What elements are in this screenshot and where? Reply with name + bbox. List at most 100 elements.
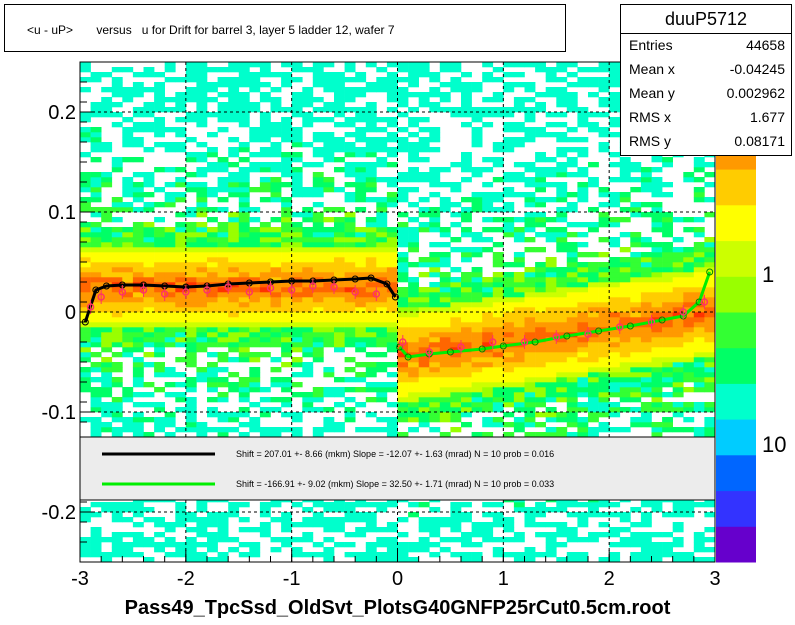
heatmap-cell — [619, 247, 631, 253]
heatmap-cell — [397, 402, 409, 408]
heatmap-cell — [249, 267, 261, 273]
heatmap-cell — [312, 552, 324, 558]
heatmap-cell — [556, 347, 568, 353]
heatmap-cell — [503, 392, 515, 398]
heatmap-cell — [556, 92, 568, 98]
heatmap-cell — [238, 432, 250, 438]
heatmap-cell — [535, 127, 546, 133]
heatmap-cell — [683, 317, 695, 323]
heatmap-cell — [238, 312, 250, 318]
heatmap-cell — [164, 262, 176, 268]
heatmap-cell — [609, 97, 621, 103]
heatmap-cell — [154, 262, 165, 268]
heatmap-cell — [651, 292, 663, 298]
heatmap-cell — [429, 242, 441, 248]
heatmap-cell — [281, 352, 292, 358]
heatmap-cell — [90, 232, 102, 238]
heatmap-cell — [143, 227, 155, 233]
heatmap-cell — [408, 147, 419, 153]
heatmap-cell — [228, 302, 240, 308]
heatmap-cell — [535, 217, 546, 223]
heatmap-cell — [355, 512, 367, 518]
heatmap-cell — [397, 292, 409, 298]
heatmap-cell — [598, 187, 610, 193]
heatmap-cell — [471, 237, 483, 243]
heatmap-cell — [175, 257, 187, 263]
heatmap-cell — [513, 172, 525, 178]
heatmap-cell — [249, 277, 261, 283]
heatmap-cell — [132, 242, 144, 248]
heatmap-cell — [323, 427, 335, 433]
heatmap-cell — [693, 187, 705, 193]
heatmap-cell — [111, 342, 123, 348]
heatmap-cell — [556, 187, 568, 193]
heatmap-cell — [630, 392, 642, 398]
heatmap-cell — [291, 187, 303, 193]
heatmap-cell — [693, 167, 705, 173]
heatmap-cell — [471, 82, 483, 88]
heatmap-cell — [588, 332, 599, 338]
heatmap-cell — [132, 292, 144, 298]
heatmap-cell — [196, 87, 208, 93]
heatmap-cell — [154, 92, 165, 98]
profile-point — [520, 338, 529, 346]
heatmap-cell — [630, 557, 642, 563]
heatmap-cell — [386, 77, 398, 83]
heatmap-cell — [228, 92, 240, 98]
heatmap-cell — [397, 62, 409, 68]
heatmap-cell — [80, 312, 91, 318]
heatmap-cell — [302, 282, 314, 288]
heatmap-cell — [386, 547, 398, 553]
heatmap-cell — [471, 172, 483, 178]
heatmap-cell — [408, 67, 419, 73]
heatmap-cell — [524, 347, 536, 353]
heatmap-cell — [492, 297, 504, 303]
heatmap-cell — [228, 347, 240, 353]
heatmap-cell — [90, 417, 102, 423]
heatmap-cell — [291, 127, 303, 133]
heatmap-cell — [90, 257, 102, 263]
heatmap-cell — [259, 82, 271, 88]
heatmap-cell — [683, 332, 695, 338]
heatmap-cell — [355, 162, 367, 168]
heatmap-cell — [355, 182, 367, 188]
heatmap-cell — [418, 417, 430, 423]
heatmap-cell — [312, 292, 324, 298]
heatmap-cell — [228, 192, 240, 198]
heatmap-cell — [683, 247, 695, 253]
heatmap-cell — [640, 327, 652, 333]
heatmap-cell — [365, 87, 377, 93]
heatmap-cell — [291, 417, 303, 423]
heatmap-cell — [439, 277, 451, 283]
heatmap-cell — [482, 387, 494, 393]
heatmap-cell — [228, 252, 240, 258]
heatmap-cell — [281, 137, 292, 143]
heatmap-cell — [101, 112, 113, 118]
heatmap-cell — [365, 147, 377, 153]
heatmap-cell — [302, 67, 314, 73]
heatmap-cell — [704, 402, 716, 408]
heatmap-cell — [386, 177, 398, 183]
heatmap-cell — [482, 207, 494, 213]
heatmap-cell — [418, 272, 430, 278]
heatmap-cell — [693, 227, 705, 233]
heatmap-cell — [492, 162, 504, 168]
heatmap-cell — [249, 387, 261, 393]
heatmap-cell — [334, 187, 345, 193]
heatmap-cell — [355, 177, 367, 183]
heatmap-cell — [535, 412, 546, 418]
heatmap-cell — [175, 302, 187, 308]
heatmap-cell — [334, 312, 345, 318]
heatmap-cell — [609, 527, 621, 533]
heatmap-cell — [630, 532, 642, 538]
heatmap-cell — [111, 82, 123, 88]
heatmap-cell — [588, 347, 599, 353]
heatmap-cell — [249, 402, 261, 408]
heatmap-cell — [344, 317, 356, 323]
heatmap-cell — [588, 427, 599, 433]
heatmap-cell — [566, 322, 578, 328]
heatmap-cell — [164, 77, 176, 83]
heatmap-cell — [132, 302, 144, 308]
heatmap-cell — [704, 382, 716, 388]
heatmap-cell — [312, 72, 324, 78]
